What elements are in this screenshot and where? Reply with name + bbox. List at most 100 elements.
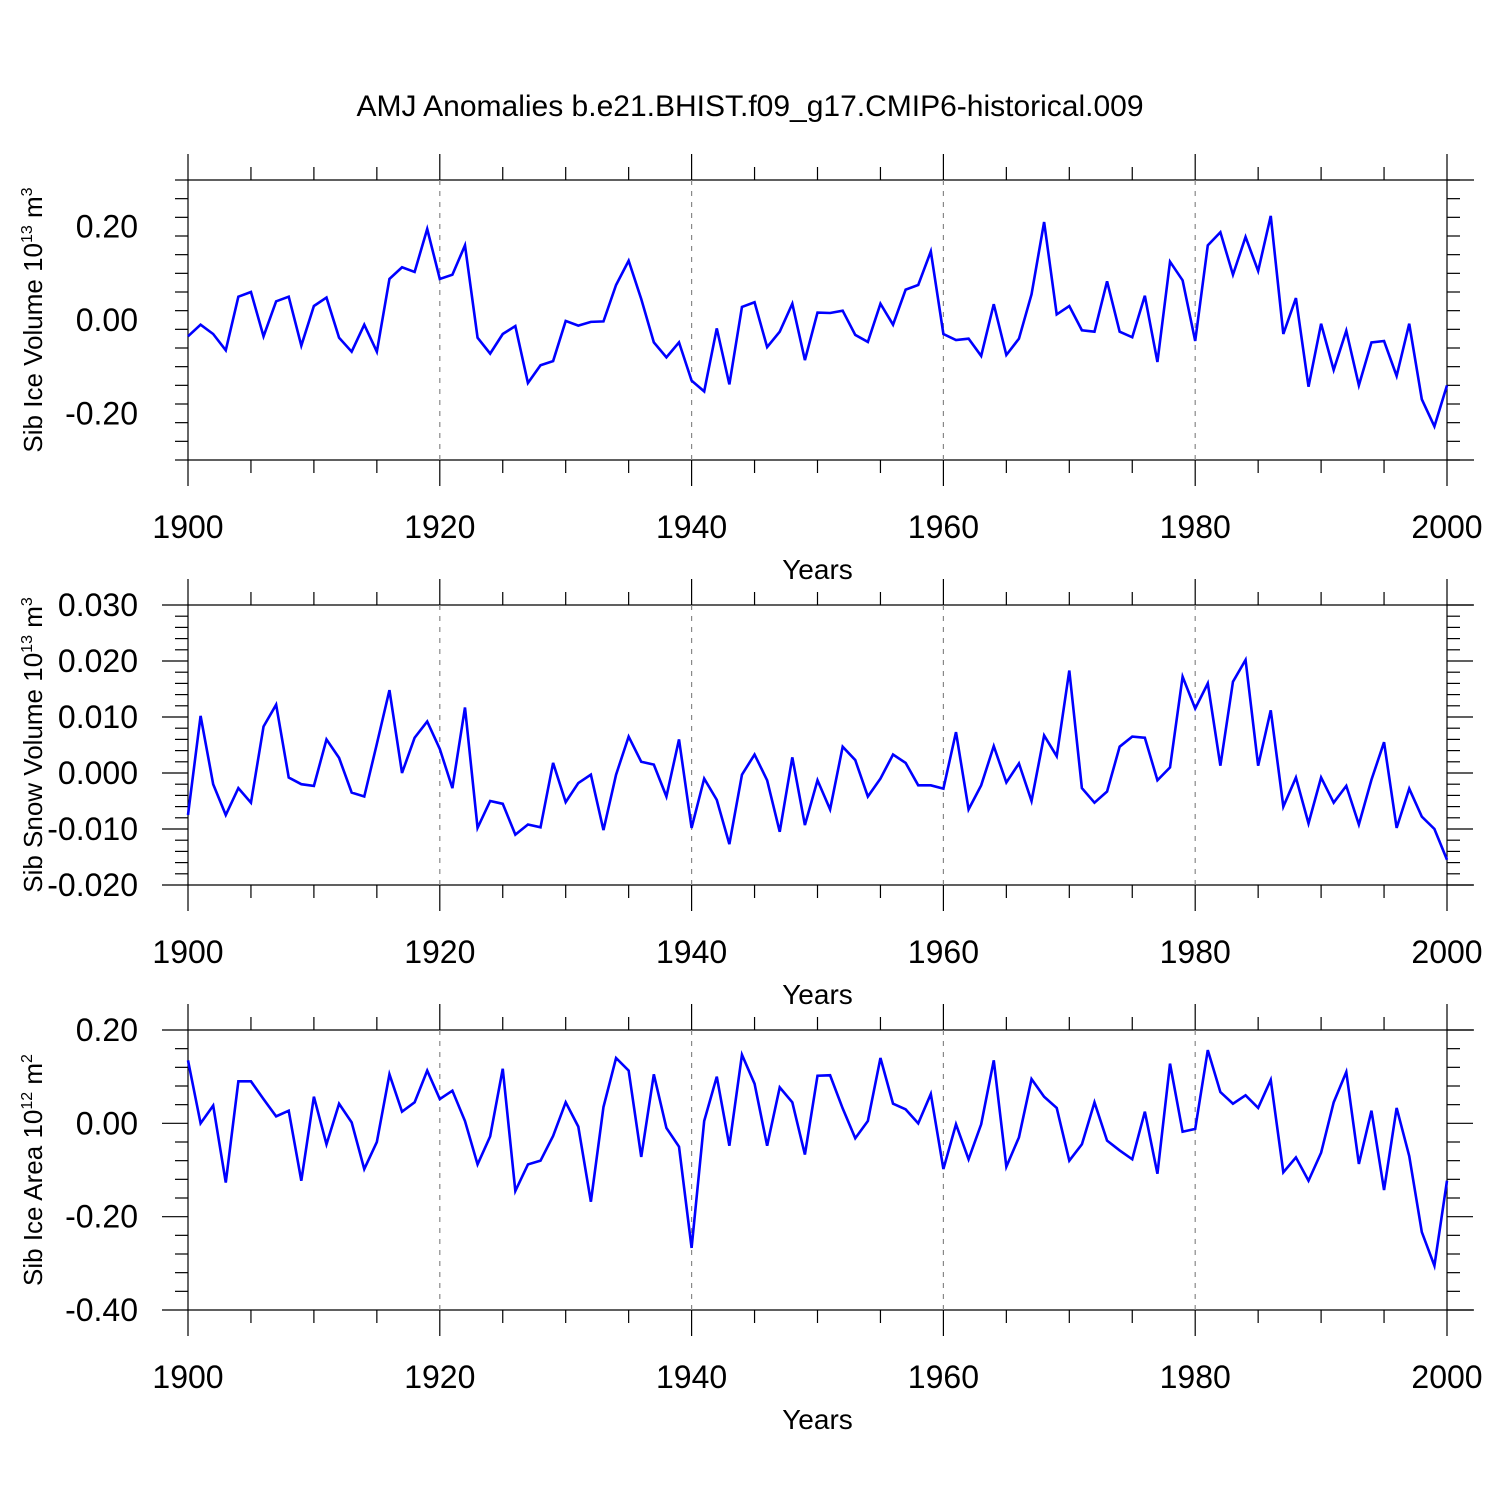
data-point: [288, 776, 290, 778]
data-point: [615, 773, 617, 775]
x-tick-label: 2000: [1411, 509, 1482, 545]
y-tick-label: -0.40: [65, 1292, 138, 1328]
data-point: [325, 296, 327, 298]
data-point: [993, 745, 995, 747]
data-point: [451, 787, 453, 789]
data-point: [401, 772, 403, 774]
data-point: [854, 759, 856, 761]
data-point: [716, 327, 718, 329]
data-point: [791, 302, 793, 304]
data-point: [1043, 734, 1045, 736]
data-point: [363, 795, 365, 797]
data-point: [476, 337, 478, 339]
x-tick-label: 1960: [908, 509, 979, 545]
data-point: [615, 1057, 617, 1059]
data-point: [1446, 1180, 1448, 1182]
data-point: [779, 1086, 781, 1088]
data-point: [363, 323, 365, 325]
data-point: [1421, 815, 1423, 817]
data-point: [502, 803, 504, 805]
data-point: [1056, 1107, 1058, 1109]
data-point: [804, 824, 806, 826]
y-tick-label: 0.000: [58, 755, 138, 791]
data-point: [439, 1098, 441, 1100]
x-tick-label: 1940: [656, 509, 727, 545]
data-point: [1408, 787, 1410, 789]
y-label-text: Sib Ice Area 10: [18, 1110, 48, 1286]
y-label-unit: m: [18, 196, 48, 225]
data-point: [577, 324, 579, 326]
y-tick-label: 0.00: [76, 302, 138, 338]
data-point: [552, 360, 554, 362]
data-point: [577, 782, 579, 784]
data-point: [1307, 1180, 1309, 1182]
data-point: [867, 795, 869, 797]
data-point: [678, 341, 680, 343]
y-label-unit-exponent: 3: [19, 187, 36, 196]
data-point: [1270, 215, 1272, 217]
data-point: [1395, 375, 1397, 377]
data-point: [791, 1101, 793, 1103]
data-point: [376, 1141, 378, 1143]
data-point: [489, 1135, 491, 1137]
data-point: [1307, 386, 1309, 388]
data-point: [892, 323, 894, 325]
data-point: [1408, 1155, 1410, 1157]
data-point: [1395, 827, 1397, 829]
data-point: [1181, 1131, 1183, 1133]
y-tick-label: -0.020: [47, 867, 138, 903]
x-tick-label: 1960: [908, 1359, 979, 1395]
data-point: [716, 1075, 718, 1077]
data-point: [1345, 1071, 1347, 1073]
data-point: [753, 753, 755, 755]
data-point: [514, 1190, 516, 1192]
data-point: [728, 1145, 730, 1147]
data-point: [199, 1122, 201, 1124]
data-point: [690, 827, 692, 829]
data-point: [1207, 1049, 1209, 1051]
data-point: [1005, 354, 1007, 356]
y-tick-label: -0.20: [65, 395, 138, 431]
data-point: [464, 1120, 466, 1122]
data-point: [476, 1163, 478, 1165]
data-point: [1106, 790, 1108, 792]
data-point: [816, 1075, 818, 1077]
data-point: [930, 784, 932, 786]
data-point: [942, 787, 944, 789]
data-point: [728, 383, 730, 385]
data-point: [1295, 1156, 1297, 1158]
data-point: [275, 703, 277, 705]
data-point: [1232, 1103, 1234, 1105]
data-point: [753, 301, 755, 303]
data-point: [212, 1104, 214, 1106]
data-point: [728, 843, 730, 845]
data-point: [262, 335, 264, 337]
data-point: [703, 777, 705, 779]
y-label-exponent: 12: [19, 1092, 36, 1110]
series-line: [187, 215, 1449, 431]
data-point: [804, 1153, 806, 1155]
data-point: [816, 311, 818, 313]
data-point: [930, 1093, 932, 1095]
panel-2: 1900 1920 1940 1960 1980 2000 Years 0.030 0.020 0…: [18, 579, 1483, 1010]
data-point: [1433, 828, 1435, 830]
data-point: [1144, 1110, 1146, 1112]
data-point: [867, 341, 869, 343]
data-point: [930, 250, 932, 252]
data-point: [413, 1101, 415, 1103]
x-tick-label: 1960: [908, 934, 979, 970]
data-point: [413, 271, 415, 273]
x-axis-label: Years: [782, 979, 853, 1010]
data-point: [904, 288, 906, 290]
data-point: [565, 320, 567, 322]
data-point: [401, 266, 403, 268]
data-point: [1433, 425, 1435, 427]
data-point: [602, 320, 604, 322]
data-point: [1370, 341, 1372, 343]
data-point: [1383, 1189, 1385, 1191]
data-point: [590, 1201, 592, 1203]
y-tick-label: -0.20: [65, 1199, 138, 1235]
data-point: [1408, 323, 1410, 325]
data-point: [917, 1122, 919, 1124]
